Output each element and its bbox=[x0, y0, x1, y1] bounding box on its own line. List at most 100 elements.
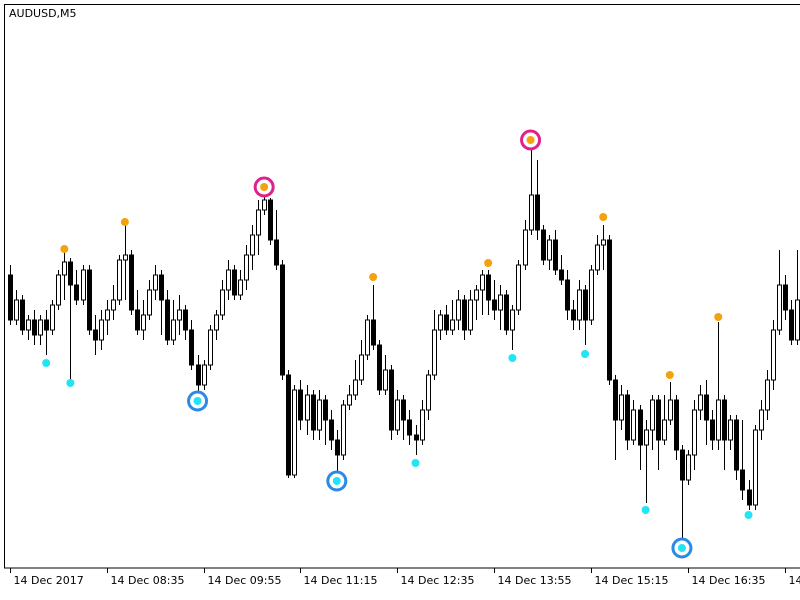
candle-body bbox=[226, 269, 231, 291]
candle-body bbox=[377, 344, 382, 391]
candle-body bbox=[189, 329, 194, 366]
candle-body bbox=[8, 274, 13, 321]
candle-body bbox=[498, 294, 503, 311]
major-fractal-ring bbox=[520, 129, 542, 151]
candle-body bbox=[274, 239, 279, 266]
candle-body bbox=[613, 379, 618, 421]
candle-body bbox=[674, 399, 679, 451]
candle-body bbox=[644, 429, 649, 446]
fractal-dot bbox=[641, 506, 650, 514]
candle-body bbox=[535, 194, 540, 231]
candle-body bbox=[656, 399, 661, 441]
candle-body bbox=[202, 364, 207, 386]
candle-body bbox=[74, 284, 79, 301]
candle-body bbox=[541, 229, 546, 261]
candle-body bbox=[153, 274, 158, 291]
candle-body bbox=[734, 419, 739, 471]
candle-body bbox=[220, 289, 225, 316]
candle-body bbox=[196, 364, 201, 386]
candle-body bbox=[420, 409, 425, 441]
candle-body bbox=[426, 374, 431, 411]
candle-body bbox=[589, 269, 594, 321]
candle-body bbox=[238, 279, 243, 296]
candle-body bbox=[795, 299, 800, 341]
x-tick-label: 14 Dec 16:35 bbox=[692, 574, 766, 587]
candle-body bbox=[414, 434, 419, 441]
x-tick-label: 14 Dec 15:15 bbox=[595, 574, 669, 587]
candle-body bbox=[686, 454, 691, 481]
candle-body bbox=[177, 309, 182, 321]
x-tick-label: 14 Dec 13:55 bbox=[498, 574, 572, 587]
candle-body bbox=[547, 239, 552, 261]
candle-body bbox=[26, 319, 31, 331]
candle-body bbox=[389, 369, 394, 431]
fractal-dot bbox=[332, 477, 341, 485]
fractal-dot bbox=[60, 245, 69, 253]
x-tick-label: 14 Dec 17:55 bbox=[789, 574, 800, 587]
candle-body bbox=[208, 329, 213, 366]
candle-body bbox=[625, 394, 630, 441]
candle-body bbox=[523, 229, 528, 266]
candle-body bbox=[280, 264, 285, 376]
candle-body bbox=[480, 274, 485, 291]
candle-body bbox=[407, 419, 412, 436]
candle-body bbox=[159, 274, 164, 301]
candle-body bbox=[105, 309, 110, 321]
candle-body bbox=[571, 309, 576, 321]
candle-body bbox=[601, 239, 606, 246]
candle-body bbox=[335, 439, 340, 456]
candle-body bbox=[99, 319, 104, 341]
candle-body bbox=[68, 261, 73, 286]
candle-body bbox=[129, 254, 134, 311]
fractal-dot bbox=[484, 259, 493, 267]
candle-body bbox=[329, 419, 334, 441]
candle-body bbox=[147, 289, 152, 316]
candle-body bbox=[317, 399, 322, 431]
candle-body bbox=[171, 319, 176, 341]
candle-body bbox=[510, 309, 515, 331]
x-tick-label: 14 Dec 2017 bbox=[14, 574, 84, 587]
candle-body bbox=[93, 329, 98, 341]
candle-body bbox=[771, 329, 776, 381]
candle-body bbox=[722, 399, 727, 441]
candle-body bbox=[747, 489, 752, 506]
candle-body bbox=[456, 299, 461, 321]
candle-body bbox=[504, 294, 509, 331]
candle-body bbox=[650, 399, 655, 431]
candle-body bbox=[359, 354, 364, 381]
candle-body bbox=[662, 419, 667, 441]
candle-body bbox=[81, 269, 86, 301]
candle-body bbox=[38, 319, 43, 336]
candle-body bbox=[44, 319, 49, 331]
candle-body bbox=[680, 449, 685, 481]
candle-body bbox=[305, 394, 310, 421]
candle-body bbox=[311, 394, 316, 431]
fractal-dot bbox=[260, 183, 269, 191]
candle-body bbox=[789, 309, 794, 341]
fractal-dot bbox=[744, 511, 753, 519]
candle-body bbox=[704, 394, 709, 421]
candle-body bbox=[474, 289, 479, 301]
x-tick-label: 14 Dec 11:15 bbox=[304, 574, 378, 587]
candle-body bbox=[395, 399, 400, 431]
fractal-dot bbox=[369, 273, 378, 281]
candle-body bbox=[668, 399, 673, 421]
candle-body bbox=[492, 299, 497, 311]
candle-body bbox=[631, 409, 636, 441]
candle-body bbox=[256, 209, 261, 236]
candle-body bbox=[268, 199, 273, 241]
candle-body bbox=[383, 369, 388, 391]
candle-body bbox=[710, 419, 715, 441]
candle-body bbox=[619, 394, 624, 421]
candle-body bbox=[135, 309, 140, 331]
candle-body bbox=[183, 309, 188, 331]
candle-body bbox=[341, 404, 346, 456]
fractal-dot bbox=[526, 136, 535, 144]
major-fractal-ring bbox=[671, 537, 693, 559]
candle-body bbox=[14, 299, 19, 321]
candle-body bbox=[444, 314, 449, 331]
x-tick-label: 14 Dec 09:55 bbox=[208, 574, 282, 587]
candle-body bbox=[232, 269, 237, 296]
candle-body bbox=[438, 314, 443, 331]
